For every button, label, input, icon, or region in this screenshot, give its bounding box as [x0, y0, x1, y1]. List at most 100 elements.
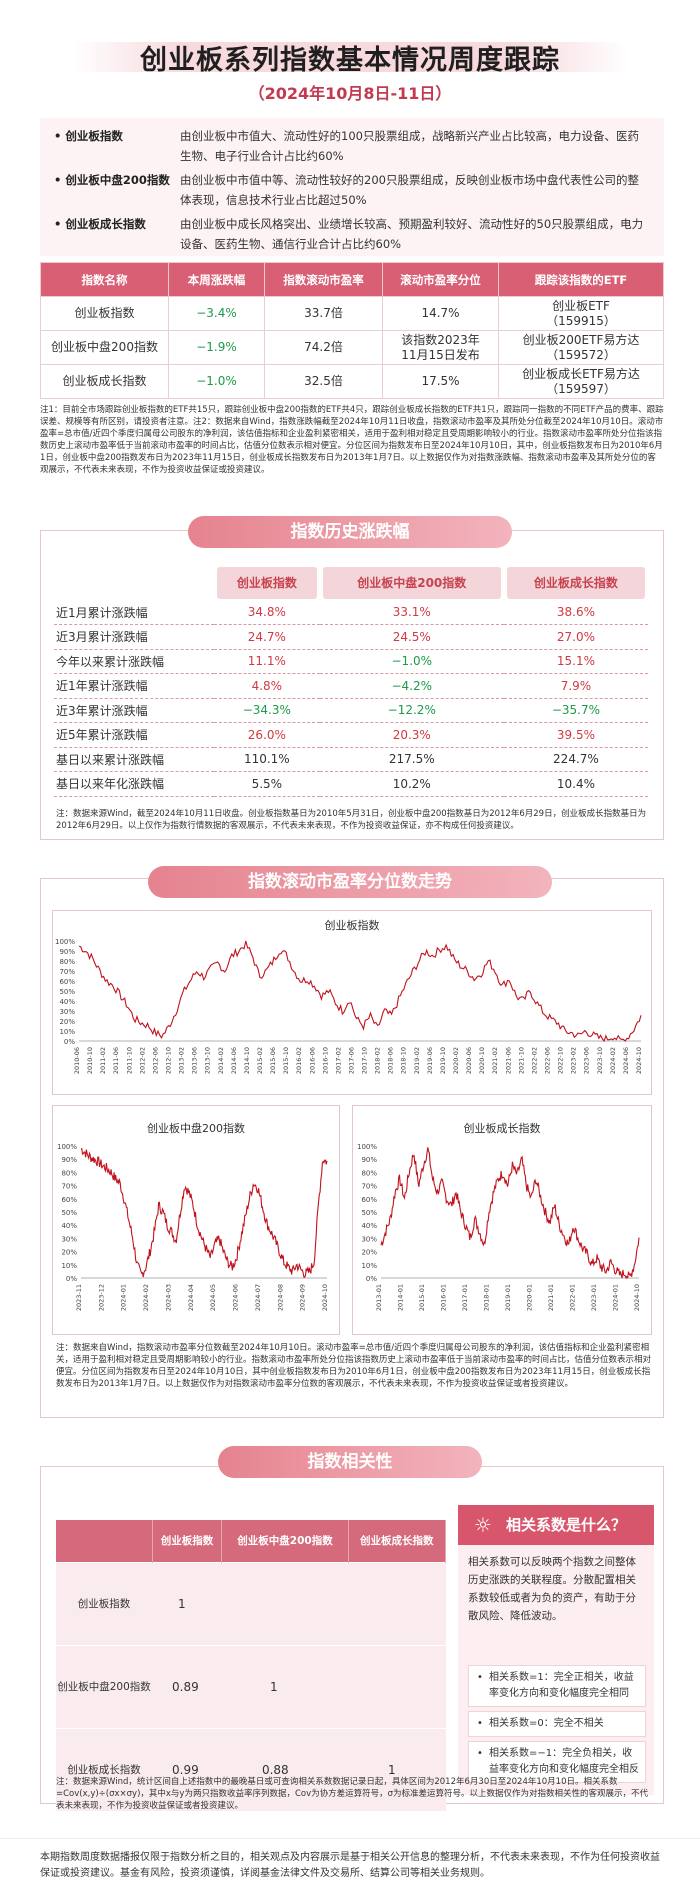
x-tick-label: 2017-01 [461, 1284, 469, 1311]
summary-note: 注1：目前全市场跟踪创业板指数的ETF共15只，跟踪创业板中盘200指数的ETF… [40, 405, 664, 475]
history-value: 10.2% [319, 771, 504, 797]
x-tick-label: 2024-08 [276, 1284, 284, 1311]
y-tick-label: 0% [366, 1275, 377, 1283]
etf-name: 创业板200ETF易方达 [522, 332, 640, 347]
table-row: 今年以来累计涨跌幅 11.1% −1.0% 15.1% [54, 649, 648, 674]
col-header: 创业板中盘200指数 [320, 566, 504, 600]
y-tick-label: 50% [59, 988, 75, 996]
x-tick-label: 2014-06 [230, 1047, 238, 1074]
pe-value: 32.5倍 [264, 364, 383, 399]
etf-cell: 创业板200ETF易方达 （159572） [498, 330, 664, 365]
y-tick-label: 0% [66, 1275, 77, 1283]
x-tick-label: 2010-10 [86, 1047, 94, 1074]
y-tick-label: 20% [61, 1249, 77, 1257]
x-tick-label: 2016-01 [440, 1284, 448, 1311]
x-tick-label: 2024-10 [633, 1284, 641, 1311]
x-tick-label: 2020-06 [465, 1047, 473, 1074]
etf-code: （159915） [546, 313, 616, 328]
x-tick-label: 2024-03 [164, 1284, 172, 1311]
x-tick-label: 2018-01 [483, 1284, 491, 1311]
x-tick-label: 2019-10 [439, 1047, 447, 1074]
row-label: 近3年累计涨跌幅 [54, 698, 214, 723]
x-tick-label: 2017-02 [334, 1047, 342, 1074]
x-tick-label: 2010-06 [73, 1047, 81, 1074]
lightbulb-icon: ☼ [474, 1513, 492, 1537]
series-line [78, 940, 642, 1043]
history-value: 15.1% [503, 649, 648, 674]
x-tick-label: 2021-06 [504, 1047, 512, 1074]
pe-percentile: 17.5% [382, 364, 499, 399]
y-tick-label: 10% [59, 1028, 75, 1036]
row-label: 近5年累计涨跌幅 [54, 722, 214, 748]
x-tick-label: 2011-06 [112, 1047, 120, 1074]
y-tick-label: 40% [361, 1222, 377, 1230]
table-row: 创业板成长指数 0.99 0.88 1 [56, 1727, 446, 1811]
history-value: −34.3% [214, 698, 320, 723]
chart-panel-main: 创业板指数 0% 10% 20% 30% 40% 50% 60% 70% 80% 90% 100% 2… [52, 910, 652, 1095]
x-tick-label: 2024-05 [209, 1284, 217, 1311]
x-tick-label: 2011-10 [125, 1047, 133, 1074]
y-tick-label: 40% [61, 1222, 77, 1230]
row-label: 近1年累计涨跌幅 [54, 673, 214, 699]
index-intro-box: 创业板指数 由创业板中市值大、流动性好的100只股票组成，战略新兴产业占比较高，… [40, 118, 664, 256]
y-tick-label: 50% [61, 1209, 77, 1217]
col-header: 创业板中盘200指数 [221, 1520, 349, 1562]
table-row: 近1年累计涨跌幅 4.8% −4.2% 7.9% [54, 673, 648, 699]
row-label: 基日以来年化涨跌幅 [54, 771, 214, 797]
history-value: 26.0% [214, 722, 320, 748]
history-value: 5.5% [214, 771, 320, 797]
col-header: 指数名称 [40, 262, 169, 297]
table-row: 基日以来累计涨跌幅 110.1% 217.5% 224.7% [54, 747, 648, 772]
chart-title: 创业板中盘200指数 [147, 1122, 245, 1135]
x-tick-label: 2024-02 [609, 1047, 617, 1074]
x-tick-label: 2019-02 [413, 1047, 421, 1074]
intro-name: 创业板成长指数 [54, 214, 146, 234]
history-value: 27.0% [503, 624, 648, 650]
correlation-table: 创业板指数 创业板中盘200指数 创业板成长指数 创业板指数 1 创业板中盘20… [56, 1520, 447, 1811]
history-value: 224.7% [503, 747, 648, 772]
etf-cell: 创业板ETF （159915） [498, 296, 664, 331]
history-note: 注：数据来源Wind，截至2024年10月11日收盘。创业板指数基日为2010年… [56, 809, 647, 831]
row-label: 基日以来累计涨跌幅 [54, 747, 214, 772]
x-tick-label: 2015-10 [282, 1047, 290, 1074]
y-tick-label: 80% [59, 958, 75, 966]
page-subtitle: （2024年10月8日-11日） [248, 84, 452, 103]
x-tick-label: 2024-01 [612, 1284, 620, 1311]
y-tick-label: 50% [361, 1209, 377, 1217]
explainer-title-text: 相关系数是什么？ [506, 1516, 627, 1534]
pe-value: 74.2倍 [264, 330, 383, 365]
x-tick-label: 2015-06 [269, 1047, 277, 1074]
col-header: 创业板指数 [152, 1520, 223, 1562]
y-tick-label: 80% [61, 1169, 77, 1177]
y-tick-label: 70% [361, 1183, 377, 1191]
corr-value: 1 [221, 1644, 349, 1728]
history-value: 24.5% [319, 624, 504, 650]
table-row: 基日以来年化涨跌幅 5.5% 10.2% 10.4% [54, 771, 648, 797]
title-decoration [72, 42, 628, 72]
intro-desc: 由创业板中市值中等、流动性较好的200只股票组成，反映创业板市场中盘代表性公司的… [180, 173, 639, 207]
weekly-change: −1.0% [168, 364, 265, 399]
table-row: 创业板中盘200指数 −1.9% 74.2倍 该指数2023年 11月15日发布 … [40, 330, 664, 365]
correlation-banner: 指数相关性 [218, 1446, 482, 1478]
x-tick-label: 2020-02 [452, 1047, 460, 1074]
history-value: 217.5% [319, 747, 504, 772]
index-name: 创业板中盘200指数 [40, 330, 169, 365]
explainer-item: 相关系数=−1：完全负相关，收益率变化方向和变化幅度完全相反 [468, 1741, 646, 1783]
pct-line: 该指数2023年 [401, 332, 480, 347]
x-tick-label: 2020-01 [526, 1284, 534, 1311]
table-row: 创业板成长指数 −1.0% 32.5倍 17.5% 创业板成长ETF易方达 （15… [40, 364, 664, 399]
index-name: 创业板指数 [40, 296, 169, 331]
y-tick-label: 20% [59, 1018, 75, 1026]
x-tick-label: 2023-12 [97, 1284, 105, 1311]
y-tick-label: 0% [64, 1038, 75, 1046]
x-tick-label: 2024-04 [187, 1284, 195, 1311]
x-tick-label: 2014-02 [217, 1047, 225, 1074]
corr-value: 0.89 [152, 1644, 222, 1728]
x-tick-label: 2021-01 [547, 1284, 555, 1311]
col-header-label: 创业板中盘200指数 [322, 567, 501, 599]
intro-name: 创业板指数 [54, 126, 123, 146]
y-tick-label: 100% [357, 1143, 377, 1151]
x-tick-label: 2014-10 [243, 1047, 251, 1074]
corr-corner [56, 1520, 153, 1562]
pe-chart-growth: 0% 10% 20% 30% 40% 50% 60% 70% 80% 90% 100% 2013-01… [357, 1143, 641, 1311]
